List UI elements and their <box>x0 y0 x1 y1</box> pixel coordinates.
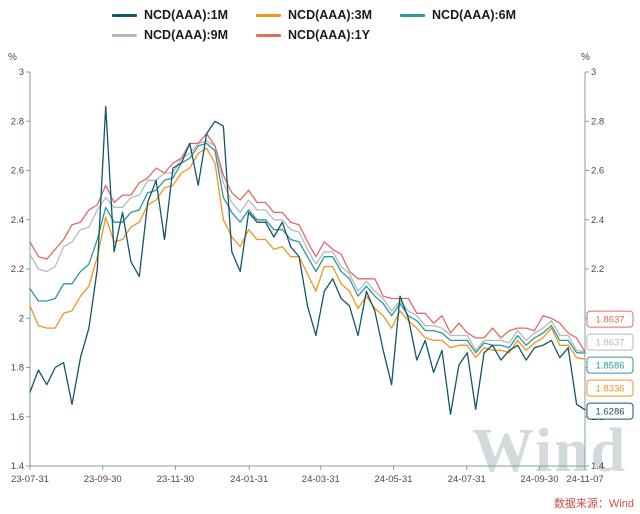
svg-text:1.4: 1.4 <box>11 461 24 472</box>
svg-text:%: % <box>581 52 590 63</box>
wind-watermark: Wind <box>472 417 628 485</box>
svg-text:2: 2 <box>19 313 24 324</box>
legend-item-ncd-aaa-6m[interactable]: NCD(AAA):6M <box>400 8 516 22</box>
series-line-ncd-aaa-9m <box>29 140 586 353</box>
legend-label: NCD(AAA):9M <box>144 28 229 42</box>
svg-text:1.4: 1.4 <box>591 461 604 472</box>
svg-text:1.8: 1.8 <box>11 363 24 374</box>
legend-line-swatch <box>256 33 282 37</box>
svg-text:1.8637: 1.8637 <box>595 315 624 326</box>
svg-text:1.6286: 1.6286 <box>595 407 624 418</box>
series-line-ncd-aaa-1m <box>29 105 586 415</box>
svg-text:1.8336: 1.8336 <box>595 384 624 395</box>
latest-value-box <box>586 356 634 374</box>
svg-text:1.6: 1.6 <box>11 412 24 423</box>
legend-label: NCD(AAA):1M <box>144 8 229 22</box>
svg-text:2.6: 2.6 <box>591 166 604 177</box>
legend-item-ncd-aaa-1m[interactable]: NCD(AAA):1M <box>112 8 228 22</box>
latest-value-box <box>586 379 634 397</box>
legend-line-swatch <box>112 13 137 17</box>
svg-text:3: 3 <box>19 67 24 78</box>
legend-line-swatch <box>112 33 137 37</box>
svg-text:1.8637: 1.8637 <box>595 338 624 349</box>
svg-text:24-11-07: 24-11-07 <box>566 474 603 485</box>
svg-text:2.2: 2.2 <box>591 264 604 275</box>
svg-text:23-07-31: 23-07-31 <box>11 474 49 485</box>
svg-text:2.4: 2.4 <box>591 215 604 226</box>
svg-text:2.8: 2.8 <box>591 116 604 127</box>
svg-text:2.8: 2.8 <box>11 116 24 127</box>
series-line-ncd-aaa-1y <box>29 132 586 353</box>
svg-text:24-03-31: 24-03-31 <box>302 474 340 485</box>
latest-value-box <box>586 310 634 328</box>
latest-value-labels: 1.8637 1.8637 1.8586 1.8336 1.6286 <box>586 310 634 420</box>
svg-text:1.8586: 1.8586 <box>595 361 624 372</box>
series-lines <box>29 105 586 415</box>
svg-text:24-09-30: 24-09-30 <box>520 474 558 485</box>
svg-text:2.6: 2.6 <box>11 166 24 177</box>
legend-item-ncd-aaa-1y[interactable]: NCD(AAA):1Y <box>256 28 370 42</box>
svg-text:23-11-30: 23-11-30 <box>157 474 194 485</box>
data-source-label: 数据来源：Wind <box>553 498 634 510</box>
series-line-ncd-aaa-3m <box>29 147 586 360</box>
svg-text:24-05-31: 24-05-31 <box>375 474 413 485</box>
legend-item-ncd-aaa-3m[interactable]: NCD(AAA):3M <box>256 8 372 22</box>
latest-value-box <box>586 333 634 351</box>
svg-text:2.4: 2.4 <box>11 215 24 226</box>
legend-item-ncd-aaa-9m[interactable]: NCD(AAA):9M <box>112 28 228 42</box>
svg-text:%: % <box>8 52 17 63</box>
legend-line-swatch <box>400 13 426 17</box>
legend-label: NCD(AAA):1Y <box>288 28 370 42</box>
chart-legend: NCD(AAA):1M NCD(AAA):3M NCD(AAA):6M NCD(AAA… <box>112 8 582 42</box>
svg-text:24-07-31: 24-07-31 <box>448 474 486 485</box>
legend-label: NCD(AAA):3M <box>288 8 373 22</box>
svg-text:2.2: 2.2 <box>11 264 24 275</box>
svg-text:23-09-30: 23-09-30 <box>84 474 122 485</box>
legend-line-swatch <box>256 13 282 17</box>
plot-area: 332.82.82.62.62.42.42.22.2221.81.81.61.6… <box>8 52 634 485</box>
svg-text:3: 3 <box>591 67 596 78</box>
svg-text:24-01-31: 24-01-31 <box>230 474 268 485</box>
latest-value-box <box>586 402 634 420</box>
legend-label: NCD(AAA):6M <box>432 8 517 22</box>
